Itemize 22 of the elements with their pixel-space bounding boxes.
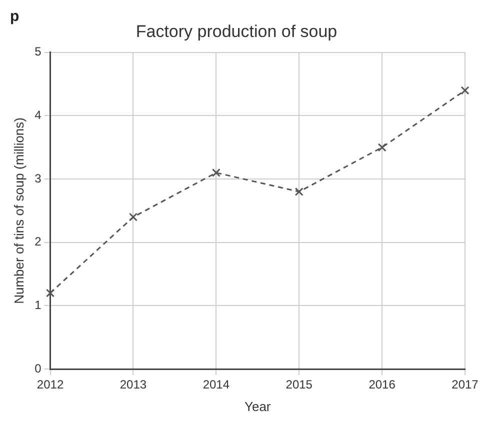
point [378,143,386,152]
x-tick-label: 2015 [286,378,313,392]
y-tick-label: 3 [34,171,42,186]
chart-title: Factory production of soup [136,22,338,41]
x-tick-label: 2012 [36,378,64,392]
x-tick-label: 2017 [452,378,479,392]
x-tick-label: 2013 [120,378,147,392]
y-axis-title: Number of tins of soup (millions) [11,117,26,304]
point [294,187,304,196]
y-tick-label: 4 [34,108,42,122]
point [212,168,220,177]
text: p [10,8,20,25]
y-tick-label: 2 [34,234,42,249]
y-tick-label: 1 [34,298,42,312]
point [460,86,470,95]
y-tick-label: 5 [34,44,42,59]
point [46,288,55,298]
point [128,212,138,222]
x-tick-label: 2014 [202,378,230,392]
y-tick-label: 0 [34,361,42,376]
x-axis-title: Year [244,398,272,414]
x-tick-label: 2016 [368,378,396,392]
